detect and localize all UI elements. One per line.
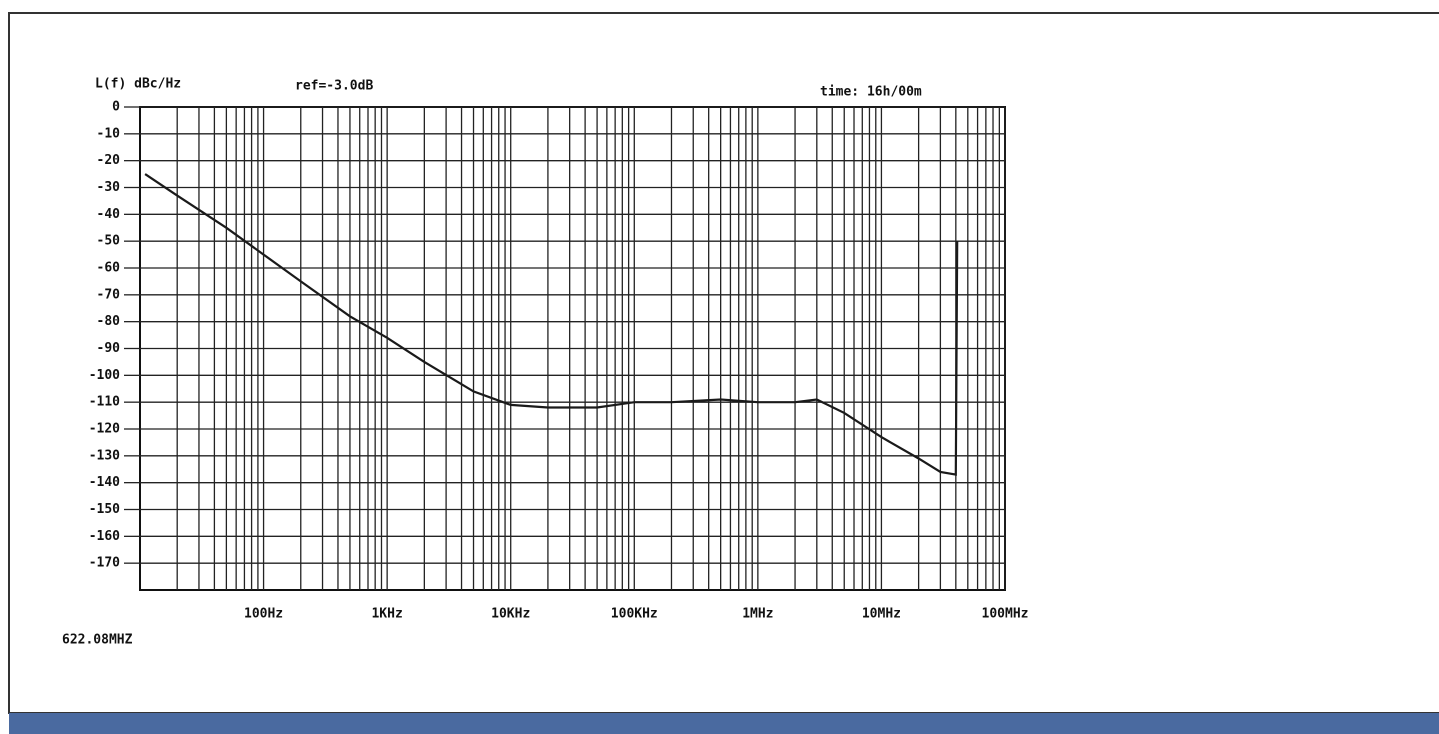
x-tick-label: 10KHz — [491, 607, 530, 622]
annotation: ref=-3.0dB — [295, 79, 373, 94]
y-tick-label: -160 — [89, 529, 120, 544]
trace — [144, 173, 959, 476]
y-tick-label: -120 — [89, 422, 120, 437]
x-tick-label: 100KHz — [611, 607, 658, 622]
y-tick-label: -170 — [89, 556, 120, 571]
x-tick-label: 100MHz — [982, 607, 1029, 622]
y-tick-label: -130 — [89, 448, 120, 463]
x-tick-label: 100Hz — [244, 607, 283, 622]
footer-bar — [9, 713, 1439, 734]
x-tick-label: 10MHz — [862, 607, 901, 622]
y-axis-label: L(f) dBc/Hz — [95, 77, 181, 92]
y-tick-label: -70 — [97, 287, 121, 302]
y-tick-label: -100 — [89, 368, 120, 383]
y-tick-label: -110 — [89, 395, 120, 410]
y-tick-label: -10 — [97, 126, 121, 141]
y-tick-label: -40 — [97, 207, 121, 222]
y-tick-label: -30 — [97, 180, 121, 195]
y-tick-label: -20 — [97, 153, 121, 168]
x-tick-label: 1KHz — [371, 607, 402, 622]
y-tick-label: 0 — [112, 100, 120, 115]
annotation: 622.08MHZ — [62, 633, 133, 648]
frame — [8, 12, 1439, 714]
y-tick-label: -90 — [97, 341, 121, 356]
y-tick-label: -60 — [97, 261, 121, 276]
x-tick-label: 1MHz — [742, 607, 773, 622]
annotation: time: 16h/00m — [820, 85, 922, 100]
y-tick-label: -150 — [89, 502, 120, 517]
y-tick-label: -50 — [97, 234, 121, 249]
y-tick-label: -80 — [97, 314, 121, 329]
y-tick-label: -140 — [89, 475, 120, 490]
